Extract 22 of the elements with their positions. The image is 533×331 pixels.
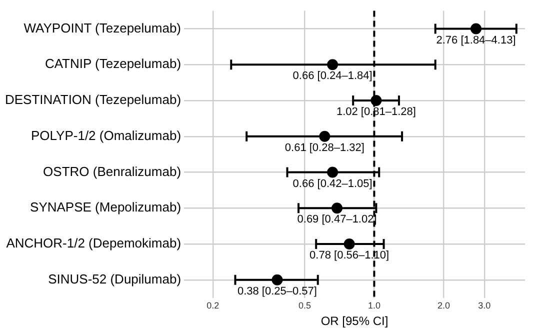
- y-tick-label: ANCHOR-1/2 (Depemokimab): [6, 236, 182, 251]
- data-label: 0.66 [0.42–1.05]: [292, 178, 372, 190]
- x-tick-label: 0.2: [206, 300, 220, 311]
- x-tick-label: 2.0: [437, 300, 450, 311]
- data-label: 0.38 [0.25–0.57]: [237, 285, 317, 298]
- data-label: 0.78 [0.56–1.10]: [310, 250, 390, 262]
- x-tick-label: 1.0: [368, 300, 380, 311]
- data-label: 1.02 [0.81–1.28]: [336, 106, 416, 118]
- data-label: 0.69 [0.47–1.02]: [297, 214, 377, 226]
- x-tick-label: 0.5: [298, 300, 311, 311]
- x-axis-title: OR [95% CI]: [320, 314, 388, 328]
- y-tick-label: DESTINATION (Tezepelumab): [4, 92, 182, 108]
- data-label: 0.66 [0.24–1.84]: [292, 70, 372, 82]
- y-tick-label: SINUS-52 (Dupilumab): [48, 271, 182, 286]
- y-tick-label: OSTRO (Benralizumab): [43, 164, 182, 179]
- y-tick-label: SYNAPSE (Mepolizumab): [30, 200, 182, 215]
- data-label: 2.76 [1.84–4.13]: [436, 34, 516, 46]
- y-tick-label: CATNIP (Tezepelumab): [44, 56, 182, 72]
- y-tick-label: WAYPOINT (Tezepelumab): [24, 20, 182, 36]
- x-tick-label: 3.0: [478, 300, 491, 311]
- y-tick-label: POLYP-1/2 (Omalizumab): [30, 128, 182, 143]
- data-label: 0.61 [0.28–1.32]: [284, 142, 364, 154]
